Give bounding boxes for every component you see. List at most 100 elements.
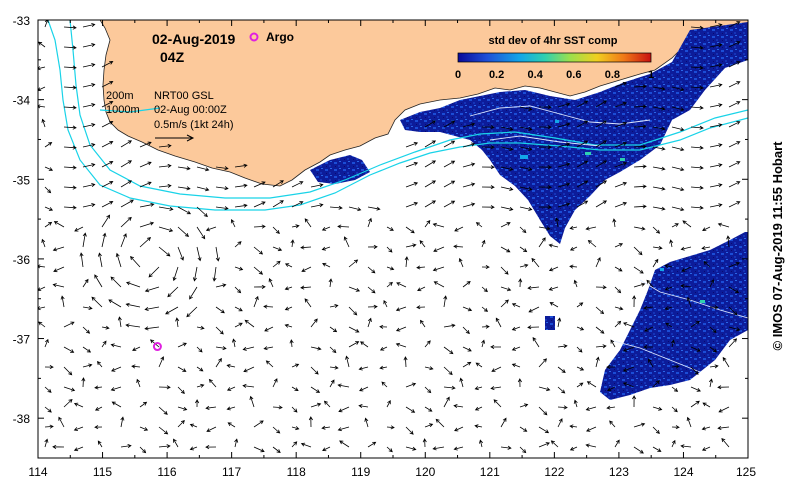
y-tick-label: -37 [13, 333, 31, 347]
current-arrow [709, 83, 723, 88]
current-arrow [644, 326, 654, 332]
current-arrow [367, 217, 372, 228]
current-arrow [101, 340, 107, 348]
current-arrow [253, 420, 264, 428]
colorbar [457, 52, 652, 63]
current-arrow [500, 246, 511, 253]
current-arrow [595, 356, 600, 368]
current-arrow [633, 184, 647, 189]
current-arrow [549, 302, 559, 308]
current-arrow [610, 339, 616, 348]
current-arrow [709, 326, 717, 333]
current-arrow [671, 364, 680, 369]
current-arrow [728, 262, 740, 268]
x-tick-label: 118 [287, 465, 306, 479]
current-arrow [481, 324, 490, 329]
current-arrow [424, 140, 437, 148]
current-arrow [120, 233, 127, 248]
y-tick-label: -38 [13, 412, 31, 426]
current-arrow [432, 446, 445, 451]
current-arrow [595, 326, 605, 334]
current-arrow [557, 142, 571, 148]
current-arrow [81, 377, 86, 388]
x-tick-label: 124 [673, 465, 693, 479]
current-arrow [519, 403, 529, 408]
current-arrow [462, 142, 476, 148]
current-arrow [587, 239, 597, 248]
current-arrow [722, 356, 730, 368]
current-arrow [500, 445, 512, 450]
current-arrow [310, 386, 321, 393]
current-arrow [215, 357, 222, 368]
current-arrow [511, 346, 521, 351]
current-arrow [424, 180, 437, 188]
current-arrow [652, 446, 662, 452]
current-arrow [671, 439, 676, 448]
current-arrow [538, 125, 552, 130]
current-arrow [205, 226, 217, 232]
current-arrow [500, 206, 514, 211]
current-arrow [690, 205, 704, 210]
current-arrow [242, 383, 255, 388]
current-arrow [576, 160, 589, 168]
current-arrow [253, 446, 265, 453]
current-arrow [538, 237, 546, 248]
current-arrow [623, 322, 635, 328]
current-arrow [172, 266, 179, 282]
current-arrow [557, 405, 568, 410]
current-arrow [253, 181, 266, 188]
current-arrow [44, 142, 53, 148]
current-arrow [120, 199, 134, 208]
current-arrow [652, 126, 666, 131]
current-arrow [622, 346, 635, 352]
current-arrow [435, 418, 445, 428]
current-arrow [671, 186, 685, 192]
current-arrow [709, 378, 713, 388]
current-arrow [527, 285, 540, 290]
current-arrow [728, 161, 741, 168]
current-arrow [97, 252, 103, 268]
current-arrow [728, 21, 741, 28]
current-arrow [404, 256, 409, 268]
current-arrow [702, 402, 711, 408]
current-arrow [120, 216, 132, 228]
current-arrow [633, 124, 647, 129]
current-arrow [44, 221, 53, 228]
current-arrow [500, 286, 512, 292]
current-arrow [82, 43, 96, 48]
current-arrow [669, 239, 674, 248]
current-arrow [519, 426, 528, 432]
current-arrow [386, 281, 393, 288]
current-arrow [557, 344, 568, 349]
current-arrow [433, 281, 445, 288]
current-arrow [443, 140, 456, 148]
current-arrow [158, 206, 174, 211]
current-arrow [709, 143, 723, 148]
current-arrow [569, 446, 578, 451]
current-arrow [348, 306, 358, 316]
current-arrow [192, 266, 198, 282]
current-arrow [125, 323, 141, 328]
current-arrow [664, 286, 673, 291]
current-arrow [63, 321, 75, 328]
current-arrow [284, 306, 293, 311]
current-arrow [671, 339, 675, 348]
current-arrow [329, 346, 337, 354]
current-arrow [557, 386, 566, 394]
current-arrow [386, 226, 394, 231]
current-arrow [538, 358, 547, 368]
current-arrow [690, 165, 704, 170]
current-arrow [158, 143, 172, 148]
current-arrow [643, 345, 654, 350]
current-arrow [63, 65, 77, 70]
current-arrow [263, 346, 274, 351]
legend-scale-arrow [155, 134, 195, 142]
current-arrow [321, 226, 331, 231]
current-arrow [462, 306, 473, 312]
current-arrow [367, 266, 376, 274]
current-arrow [424, 219, 431, 228]
current-arrow [576, 382, 584, 388]
current-arrow [701, 426, 711, 431]
current-arrow [652, 166, 666, 171]
current-arrow [519, 226, 527, 234]
